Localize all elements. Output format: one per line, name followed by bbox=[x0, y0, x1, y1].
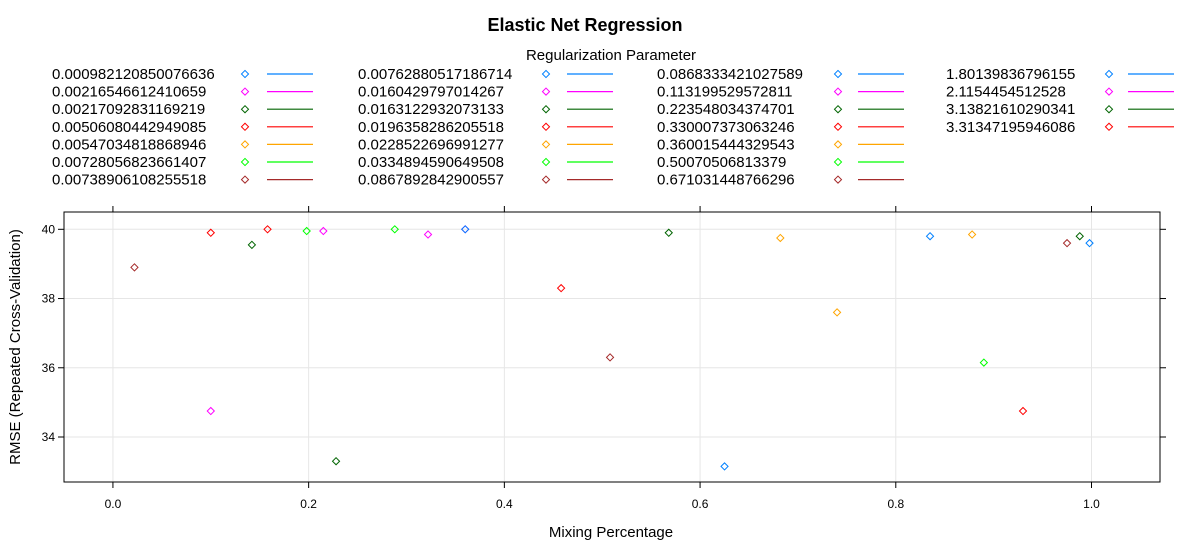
data-point bbox=[605, 353, 615, 362]
legend-label: 0.0228522696991277 bbox=[358, 136, 504, 153]
legend-label: 2.1154454512528 bbox=[946, 84, 1066, 101]
legend-marker bbox=[240, 140, 250, 149]
data-point bbox=[979, 358, 989, 367]
x-tick-label: 0.2 bbox=[300, 497, 317, 511]
y-tick-label: 38 bbox=[42, 292, 56, 306]
legend-title: Regularization Parameter bbox=[526, 47, 696, 64]
y-tick-label: 36 bbox=[42, 361, 56, 375]
legend-marker bbox=[240, 157, 250, 167]
legend-marker bbox=[833, 175, 843, 184]
data-point bbox=[967, 230, 977, 239]
data-point bbox=[556, 283, 566, 293]
legend-label: 0.00547034818868946 bbox=[52, 136, 206, 153]
legend-label: 0.223548034374701 bbox=[657, 101, 795, 118]
legend-marker bbox=[833, 157, 843, 167]
data-point bbox=[720, 462, 729, 471]
legend-label: 0.0334894590649508 bbox=[358, 154, 504, 171]
legend-label: 0.00506080442949085 bbox=[52, 119, 206, 136]
legend-marker bbox=[833, 69, 843, 79]
legend-marker bbox=[833, 140, 843, 149]
legend-label: 0.000982120850076636 bbox=[52, 66, 215, 83]
axes: 0.0 0.2 0.4 0.6 0.8 1.0 34 36 38 40 bbox=[42, 206, 1166, 511]
legend-marker bbox=[541, 104, 551, 114]
y-tick-label: 40 bbox=[42, 222, 56, 236]
legend-marker bbox=[541, 157, 551, 167]
legend-marker bbox=[240, 122, 250, 132]
data-point bbox=[423, 230, 433, 239]
legend-marker bbox=[541, 175, 551, 184]
legend-label: 3.13821610290341 bbox=[946, 101, 1075, 118]
data-point bbox=[776, 233, 785, 243]
x-tick-label: 0.6 bbox=[692, 497, 709, 511]
legend-label: 0.330007373063246 bbox=[657, 119, 795, 136]
data-point bbox=[925, 231, 935, 241]
legend-label: 0.00217092831169219 bbox=[52, 101, 205, 118]
legend-label: 0.00762880517186714 bbox=[358, 66, 512, 83]
data-point bbox=[1062, 238, 1072, 248]
data-point bbox=[263, 225, 272, 234]
data-point bbox=[331, 456, 341, 466]
y-axis-label: RMSE (Repeated Cross-Validation) bbox=[7, 229, 24, 465]
legend-marker bbox=[240, 69, 250, 79]
legend-label: 3.31347195946086 bbox=[946, 119, 1075, 136]
legend-marker bbox=[541, 122, 551, 132]
legend-marker bbox=[240, 175, 250, 184]
legend-marker bbox=[833, 122, 843, 132]
legend-label: 0.360015444329543 bbox=[657, 136, 795, 153]
legend-label: 0.00738906108255518 bbox=[52, 172, 206, 189]
y-tick-label: 34 bbox=[42, 430, 56, 444]
data-point bbox=[247, 240, 257, 250]
legend-label: 0.50070506813379 bbox=[657, 154, 786, 171]
x-axis-label: Mixing Percentage bbox=[549, 524, 673, 541]
grid bbox=[64, 212, 1160, 482]
legend-marker bbox=[1104, 104, 1114, 114]
legend-label: 0.0196358286205518 bbox=[358, 119, 504, 136]
legend-label: 0.671031448766296 bbox=[657, 172, 795, 189]
legend-marker bbox=[240, 87, 250, 96]
x-tick-label: 0.4 bbox=[496, 497, 513, 511]
data-point bbox=[302, 226, 311, 236]
data-point bbox=[460, 225, 470, 234]
legend-label: 0.0163122932073133 bbox=[358, 101, 504, 118]
data-point bbox=[130, 263, 139, 272]
legend-label: 0.0160429797014267 bbox=[358, 84, 504, 101]
legend-label: 0.113199529572811 bbox=[657, 84, 792, 101]
legend-marker bbox=[1104, 87, 1114, 96]
x-tick-label: 1.0 bbox=[1083, 497, 1100, 511]
legend-label: 0.00216546612410659 bbox=[52, 84, 206, 101]
x-tick-label: 0.0 bbox=[105, 497, 122, 511]
data-point bbox=[664, 228, 673, 238]
legend: 0.0009821208500766360.002165466124106590… bbox=[52, 66, 1174, 189]
legend-marker bbox=[1104, 122, 1114, 132]
legend-marker bbox=[833, 87, 843, 96]
legend-marker bbox=[541, 69, 551, 79]
data-point bbox=[1085, 238, 1094, 248]
data-point bbox=[319, 226, 328, 236]
plot-border bbox=[63, 211, 1161, 483]
data-point bbox=[206, 228, 216, 238]
data-points bbox=[130, 225, 1094, 471]
data-point bbox=[206, 406, 216, 416]
x-tick-label: 0.8 bbox=[887, 497, 904, 511]
legend-marker bbox=[541, 140, 551, 149]
legend-label: 0.0868333421027589 bbox=[657, 66, 803, 83]
legend-label: 1.80139836796155 bbox=[946, 66, 1075, 83]
legend-marker bbox=[833, 104, 843, 114]
legend-marker bbox=[240, 104, 250, 114]
chart-title: Elastic Net Regression bbox=[487, 15, 682, 35]
plot-area bbox=[64, 212, 1160, 482]
legend-label: 0.0867892842900557 bbox=[358, 172, 504, 189]
legend-label: 0.00728056823661407 bbox=[52, 154, 206, 171]
data-point bbox=[1018, 406, 1028, 416]
data-point bbox=[832, 308, 842, 317]
data-point bbox=[1075, 231, 1084, 241]
data-point bbox=[390, 225, 399, 234]
legend-marker bbox=[1104, 69, 1114, 79]
legend-marker bbox=[541, 87, 551, 96]
